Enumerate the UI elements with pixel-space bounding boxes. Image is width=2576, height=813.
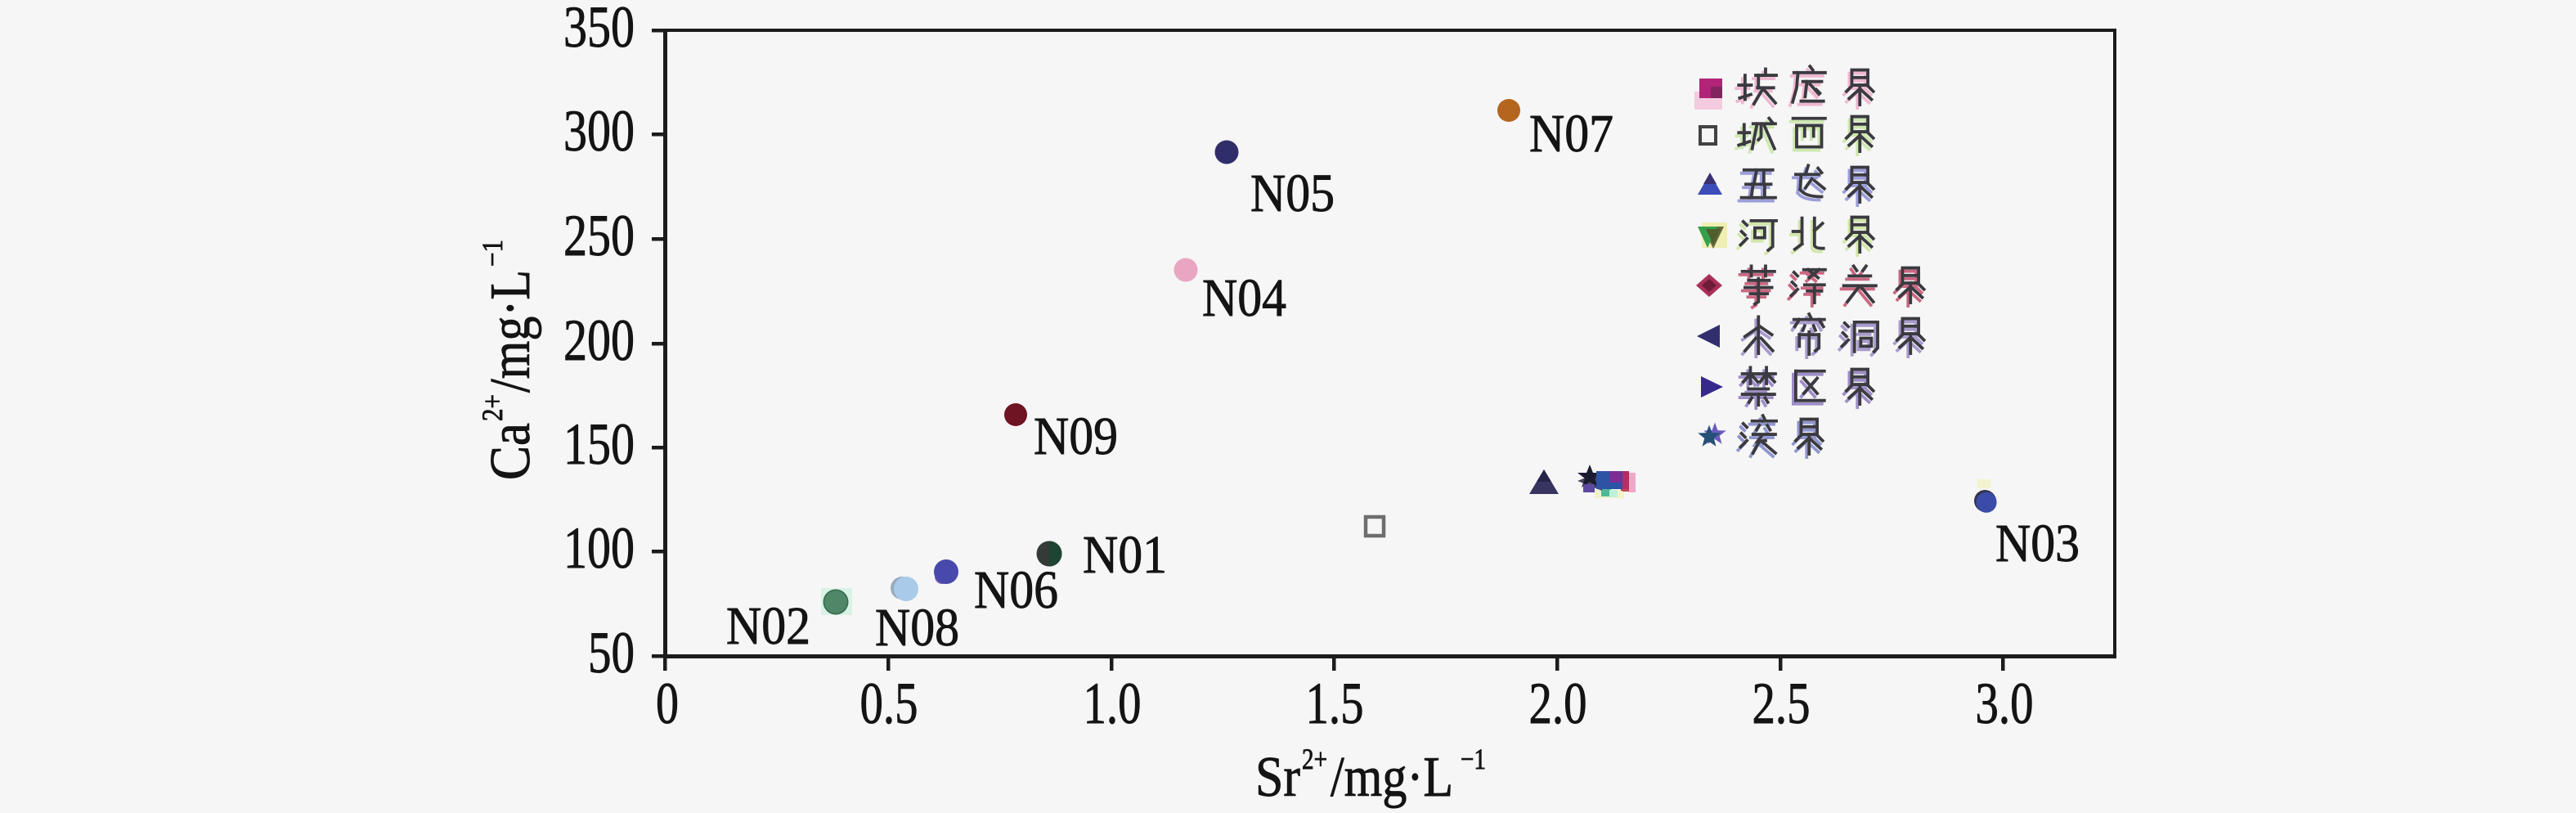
svg-text:2.5: 2.5 [1752,671,1811,736]
svg-text:50: 50 [588,620,635,685]
svg-text:N03: N03 [1995,514,2080,573]
svg-text:2.0: 2.0 [1529,671,1587,736]
svg-text:N01: N01 [1083,525,1167,585]
svg-text:N04: N04 [1202,268,1286,328]
svg-text:N08: N08 [875,598,959,658]
svg-text:/mg·L: /mg·L [1331,746,1453,809]
svg-text:0.5: 0.5 [860,671,918,736]
svg-text:3.0: 3.0 [1976,671,2034,736]
svg-text:250: 250 [563,203,635,268]
svg-text:1.5: 1.5 [1306,671,1364,736]
svg-text:2+: 2+ [1302,743,1327,775]
svg-text:2+: 2+ [476,394,509,421]
svg-text:350: 350 [563,0,635,60]
svg-text:Ca: Ca [479,423,542,480]
svg-text:300: 300 [563,98,635,164]
svg-text:N07: N07 [1529,104,1613,164]
svg-text:−1: −1 [1461,743,1486,775]
svg-text:150: 150 [563,411,635,477]
svg-text:N02: N02 [726,596,810,656]
svg-text:N06: N06 [974,560,1058,620]
svg-text:100: 100 [563,515,635,581]
svg-text:N09: N09 [1034,406,1118,466]
svg-text:/mg·L: /mg·L [479,270,542,393]
svg-text:N05: N05 [1250,164,1335,223]
svg-text:Sr: Sr [1255,746,1300,809]
svg-text:−1: −1 [476,240,509,267]
svg-text:0: 0 [656,671,679,736]
svg-text:200: 200 [563,308,635,373]
svg-text:1.0: 1.0 [1084,671,1142,736]
